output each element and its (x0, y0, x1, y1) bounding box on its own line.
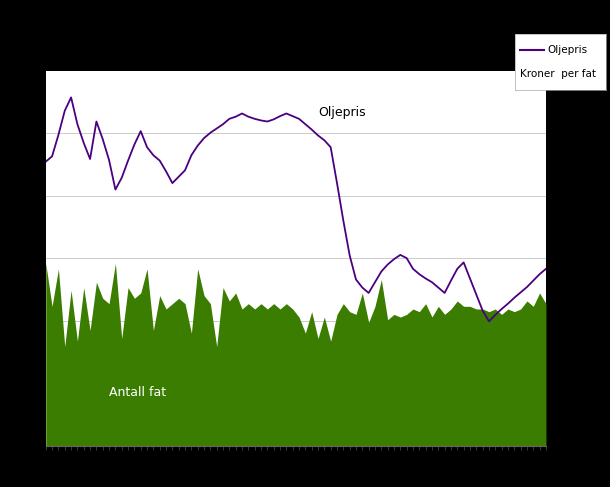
Text: Kroner  per fat: Kroner per fat (520, 70, 596, 79)
Text: Oljepris: Oljepris (318, 106, 365, 119)
Text: Oljepris: Oljepris (547, 45, 587, 55)
Text: Antall fat: Antall fat (109, 386, 166, 398)
